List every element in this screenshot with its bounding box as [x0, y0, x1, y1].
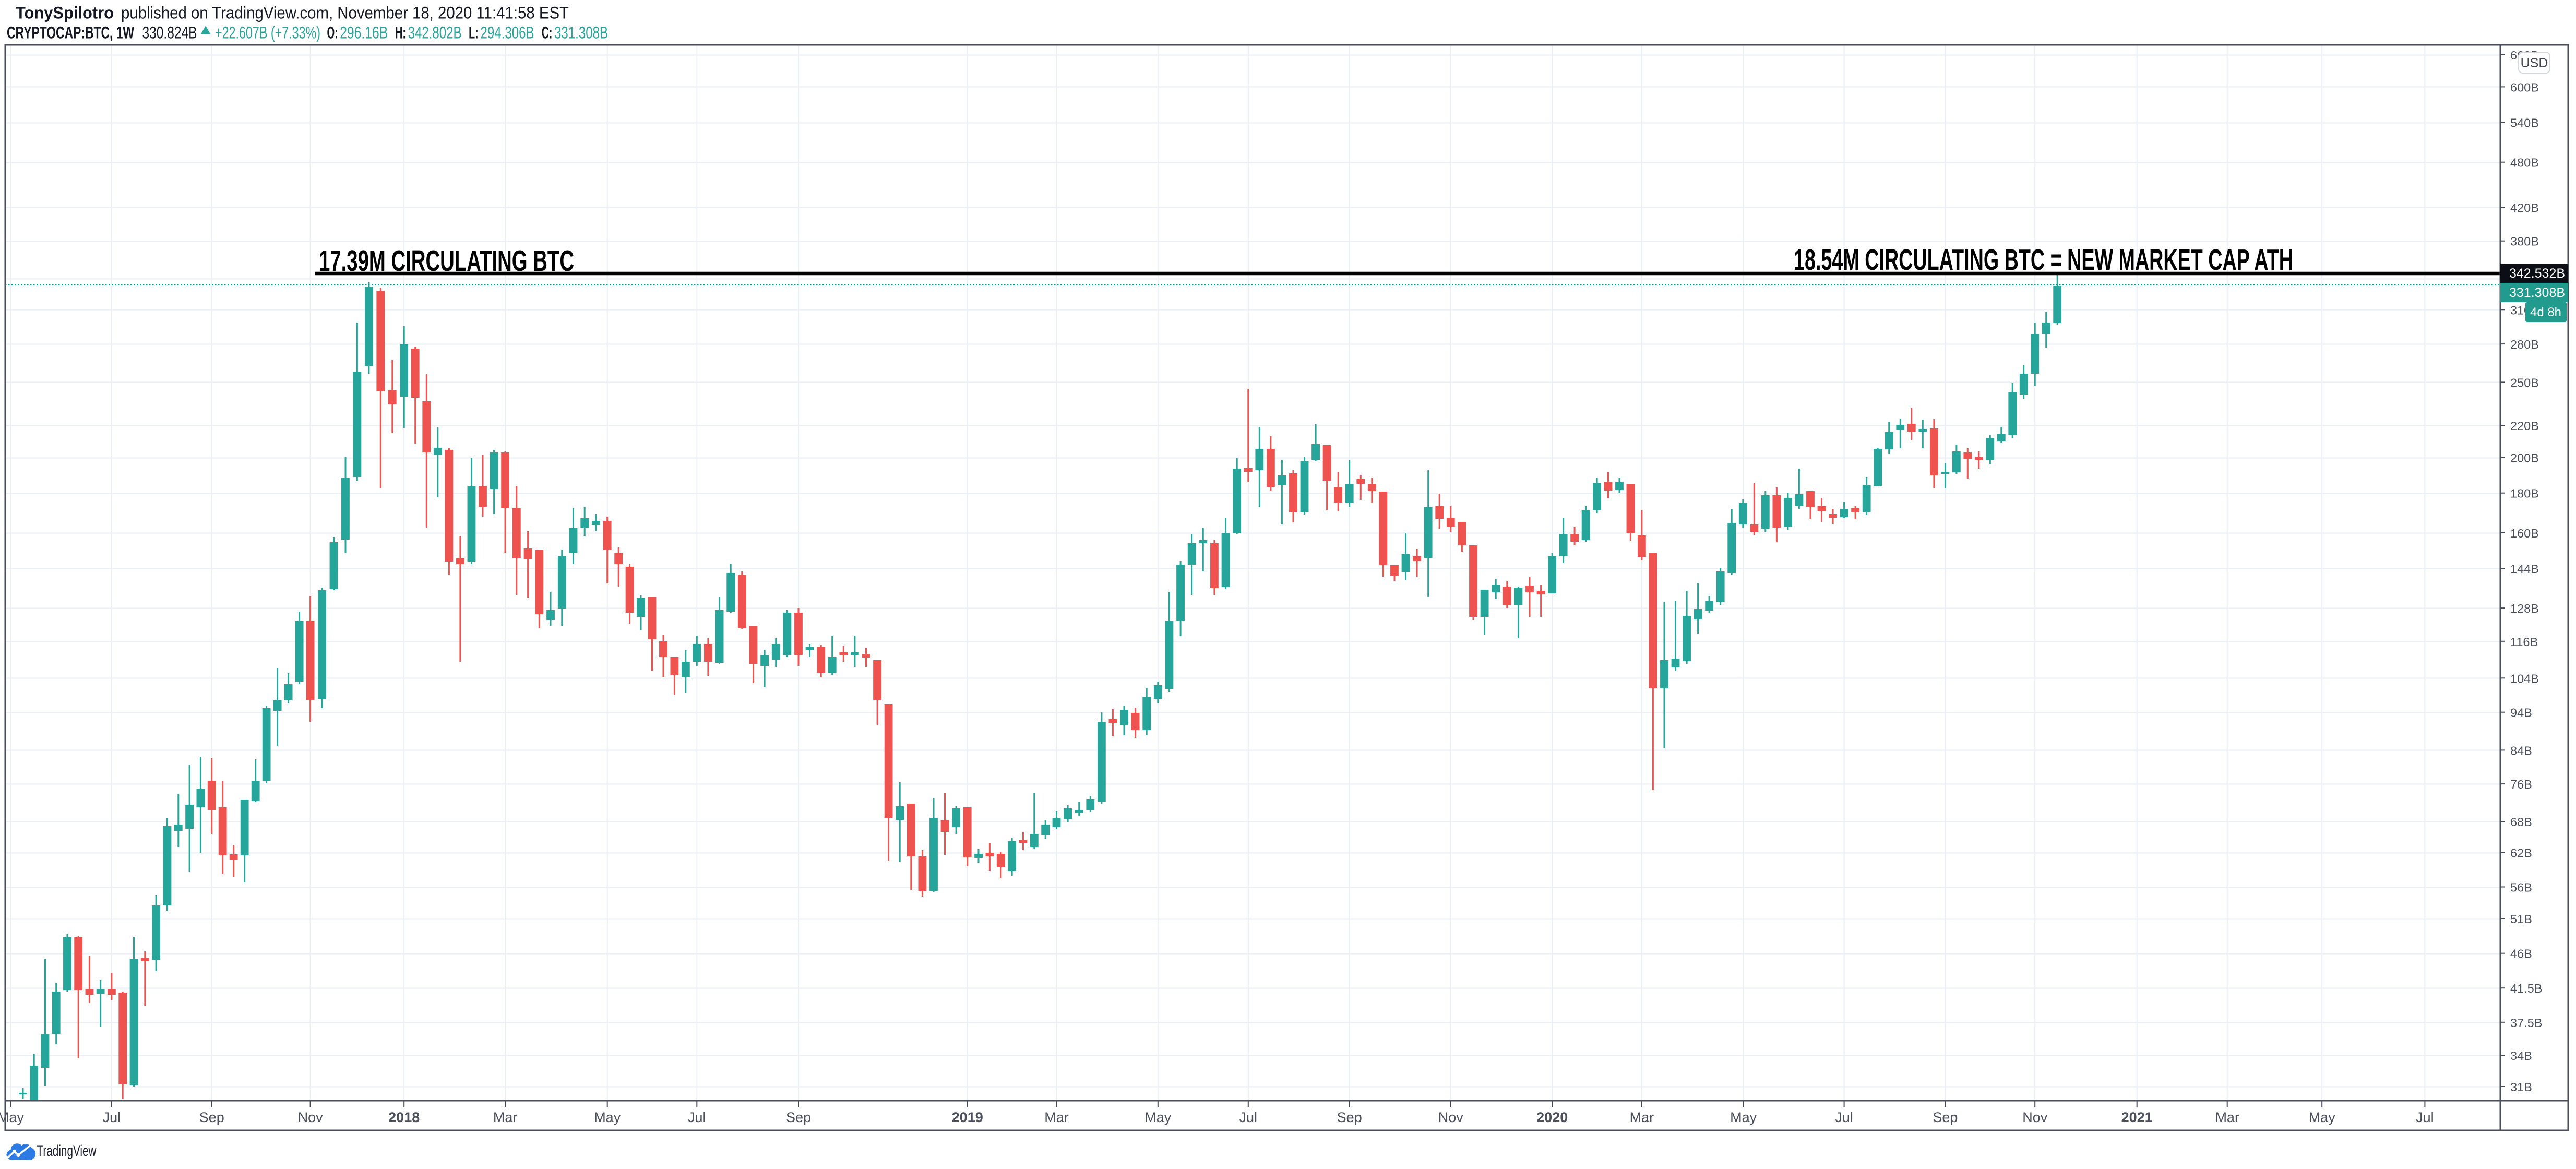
- svg-text:480B: 480B: [2510, 156, 2539, 170]
- svg-text:Mar: Mar: [1044, 1110, 1069, 1125]
- svg-text:160B: 160B: [2510, 527, 2539, 540]
- svg-text:600B: 600B: [2510, 80, 2539, 94]
- svg-text:Sep: Sep: [786, 1110, 811, 1125]
- svg-text:116B: 116B: [2510, 635, 2538, 649]
- svg-text:2021: 2021: [2121, 1110, 2153, 1125]
- svg-text:62B: 62B: [2510, 846, 2532, 860]
- svg-text:41.5B: 41.5B: [2510, 982, 2542, 995]
- svg-text:342.532B: 342.532B: [2509, 266, 2565, 281]
- svg-text:May: May: [1144, 1110, 1172, 1125]
- svg-text:Mar: Mar: [1630, 1110, 1654, 1125]
- svg-text:200B: 200B: [2510, 451, 2539, 465]
- svg-text:250B: 250B: [2510, 376, 2539, 389]
- svg-text:Jul: Jul: [688, 1110, 706, 1125]
- svg-text:Nov: Nov: [2022, 1110, 2048, 1125]
- svg-text:31B: 31B: [2510, 1080, 2532, 1094]
- svg-text:Sep: Sep: [1337, 1110, 1362, 1125]
- svg-text:Jul: Jul: [2416, 1110, 2434, 1125]
- svg-text:17.39M CIRCULATING BTC: 17.39M CIRCULATING BTC: [319, 244, 574, 278]
- svg-text:128B: 128B: [2510, 602, 2539, 615]
- svg-text:104B: 104B: [2510, 672, 2539, 685]
- svg-text:USD: USD: [2521, 56, 2548, 70]
- svg-text:May: May: [594, 1110, 621, 1125]
- svg-text:84B: 84B: [2510, 744, 2532, 757]
- svg-text:37.5B: 37.5B: [2510, 1016, 2542, 1030]
- svg-text:540B: 540B: [2510, 116, 2539, 130]
- svg-text:Sep: Sep: [199, 1110, 224, 1125]
- svg-text:56B: 56B: [2510, 881, 2532, 894]
- svg-text:Jul: Jul: [103, 1110, 121, 1125]
- svg-text:May: May: [2309, 1110, 2336, 1125]
- svg-text:34B: 34B: [2510, 1049, 2532, 1063]
- svg-text:18.54M CIRCULATING BTC = NEW M: 18.54M CIRCULATING BTC = NEW MARKET CAP …: [1794, 243, 2293, 277]
- svg-text:Nov: Nov: [1438, 1110, 1464, 1125]
- svg-text:68B: 68B: [2510, 815, 2532, 829]
- svg-text:Jul: Jul: [1835, 1110, 1853, 1125]
- svg-text:46B: 46B: [2510, 947, 2532, 961]
- svg-text:Sep: Sep: [1933, 1110, 1958, 1125]
- svg-text:331.308B: 331.308B: [2509, 285, 2565, 300]
- svg-text:Jul: Jul: [1239, 1110, 1258, 1125]
- svg-text:280B: 280B: [2510, 338, 2539, 351]
- svg-text:420B: 420B: [2510, 201, 2539, 214]
- svg-text:Nov: Nov: [298, 1110, 324, 1125]
- svg-text:2019: 2019: [952, 1110, 983, 1125]
- svg-text:Mar: Mar: [493, 1110, 518, 1125]
- svg-text:51B: 51B: [2510, 912, 2532, 926]
- svg-text:180B: 180B: [2510, 487, 2539, 500]
- svg-text:94B: 94B: [2510, 706, 2532, 720]
- svg-text:2020: 2020: [1536, 1110, 1568, 1125]
- svg-text:May: May: [1730, 1110, 1757, 1125]
- svg-text:76B: 76B: [2510, 778, 2532, 791]
- svg-text:Mar: Mar: [2215, 1110, 2239, 1125]
- svg-text:TradingView: TradingView: [37, 1142, 97, 1160]
- svg-text:220B: 220B: [2510, 419, 2539, 433]
- svg-text:May: May: [0, 1110, 24, 1125]
- svg-text:2018: 2018: [388, 1110, 420, 1125]
- svg-text:4d 8h: 4d 8h: [2530, 305, 2561, 319]
- svg-text:144B: 144B: [2510, 562, 2539, 576]
- svg-text:380B: 380B: [2510, 235, 2539, 248]
